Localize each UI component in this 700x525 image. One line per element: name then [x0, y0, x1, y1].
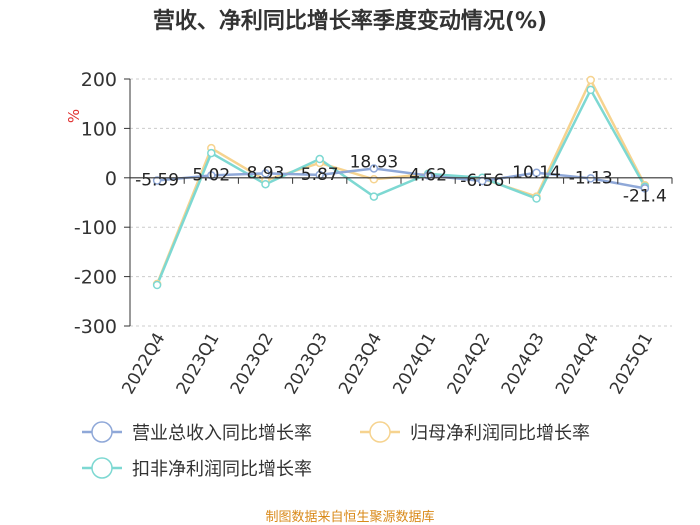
- data-point: [640, 184, 650, 193]
- series-line: [155, 78, 647, 285]
- data-label: -21.4: [623, 186, 667, 206]
- y-tick-label: -100: [74, 217, 117, 239]
- data-point: [152, 280, 162, 290]
- x-tick-label: 2023Q3: [281, 330, 332, 398]
- series-line: [155, 88, 646, 286]
- x-tick-label: 2024Q2: [444, 330, 495, 398]
- data-point: [261, 179, 270, 189]
- data-point: [369, 192, 379, 201]
- legend-label: 扣非净利润同比增长率: [132, 459, 312, 480]
- series-line: [156, 167, 646, 190]
- x-tick-label: 2023Q1: [173, 330, 224, 398]
- data-point: [315, 154, 324, 164]
- data-label: 5.87: [301, 165, 339, 185]
- data-label: 10.14: [512, 163, 561, 183]
- data-label: 4.62: [409, 166, 447, 186]
- data-point: [586, 75, 595, 85]
- data-label: -5.59: [135, 171, 179, 191]
- x-tick-label: 2024Q3: [498, 330, 549, 398]
- chart-title: 营收、净利同比增长率季度变动情况(%): [153, 8, 547, 34]
- x-tick-label: 2024Q4: [552, 330, 603, 398]
- y-tick-label: -200: [74, 267, 117, 289]
- legend-marker: [91, 421, 113, 443]
- data-point: [532, 168, 541, 178]
- y-tick-label: 200: [81, 69, 117, 91]
- data-point: [369, 175, 379, 184]
- y-axis-label: %: [65, 109, 83, 123]
- y-tick-label: 100: [81, 118, 117, 140]
- source-note: 制图数据来自恒生聚源数据库: [265, 509, 434, 525]
- series-lines: [155, 78, 647, 286]
- data-point: [315, 170, 324, 180]
- series-points: [152, 75, 650, 290]
- data-label: -6.56: [460, 171, 504, 191]
- legend-marker: [91, 457, 113, 479]
- data-label: 18.93: [350, 152, 399, 172]
- data-point: [261, 169, 270, 178]
- plot-area: [130, 78, 672, 327]
- x-tick-label: 2024Q1: [389, 330, 440, 398]
- data-label: 8.93: [247, 163, 285, 183]
- x-tick-label: 2023Q2: [227, 330, 278, 398]
- legend-marker: [369, 421, 391, 443]
- legend-label: 归母净利润同比增长率: [410, 423, 590, 444]
- y-tick-label: 0: [105, 168, 117, 190]
- x-tick-label: 2022Q4: [118, 330, 169, 398]
- x-tick-label: 2025Q1: [606, 330, 657, 398]
- data-point: [532, 194, 541, 203]
- y-tick-label: -300: [74, 316, 117, 338]
- legend-label: 营业总收入同比增长率: [132, 423, 312, 444]
- x-tick-label: 2023Q4: [335, 330, 386, 398]
- data-point: [369, 164, 379, 173]
- data-point: [207, 148, 216, 158]
- data-label: 5.02: [192, 165, 230, 185]
- data-point: [207, 171, 216, 180]
- data-point: [152, 176, 162, 185]
- data-point: [586, 85, 595, 95]
